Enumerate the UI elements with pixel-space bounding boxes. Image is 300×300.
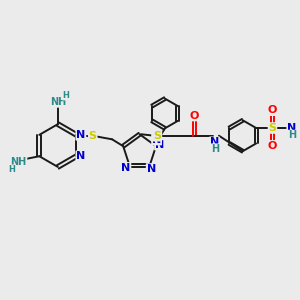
Text: O: O: [268, 141, 277, 151]
Text: N: N: [287, 123, 296, 133]
Text: H: H: [211, 144, 220, 154]
Text: N: N: [121, 163, 130, 173]
Text: O: O: [268, 105, 277, 115]
Text: S: S: [89, 131, 97, 141]
Text: O: O: [190, 110, 199, 121]
Text: N: N: [147, 164, 156, 174]
Text: N: N: [210, 137, 219, 147]
Text: NH: NH: [50, 97, 66, 107]
Text: H: H: [63, 91, 70, 100]
Text: S: S: [153, 131, 161, 141]
Text: NH: NH: [11, 157, 27, 167]
Text: S: S: [268, 123, 277, 133]
Text: N: N: [155, 140, 164, 150]
Text: H: H: [288, 130, 296, 140]
Text: N: N: [152, 135, 161, 145]
Text: N: N: [76, 130, 86, 140]
Text: N: N: [76, 151, 86, 161]
Text: H: H: [8, 165, 15, 174]
